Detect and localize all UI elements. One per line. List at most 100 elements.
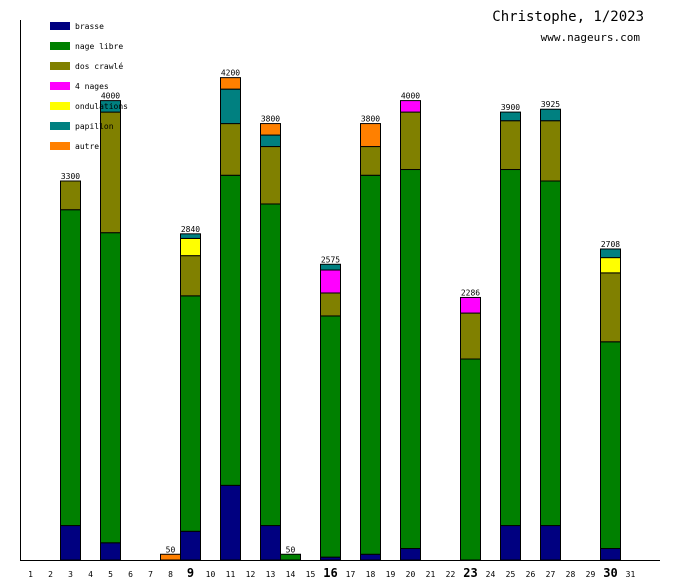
bar-segment-nage-libre-day-3 [60, 209, 81, 527]
x-tick-label-day-17: 17 [346, 570, 356, 579]
x-tick-label-day-30: 30 [603, 566, 617, 580]
x-tick-label-day-5: 5 [108, 570, 113, 579]
bar-segment-brasse-day-9 [180, 530, 201, 561]
legend-swatch [50, 142, 70, 150]
bar-segment-nage-libre-day-11 [220, 174, 241, 486]
bar-segment-brasse-day-20 [400, 548, 421, 561]
legend-swatch [50, 62, 70, 70]
bar-segment-papillon-day-9 [180, 233, 201, 239]
site-link[interactable]: www.nageurs.com [540, 31, 640, 44]
total-label-day-5: 4000 [101, 92, 120, 101]
bar-segment-autre-day-18 [360, 123, 381, 148]
bar-segment-papillon-day-30 [600, 248, 621, 259]
x-tick-label-day-26: 26 [526, 570, 536, 579]
bar-segment-dos-crawle-day-30 [600, 272, 621, 343]
x-tick-label-day-20: 20 [406, 570, 416, 579]
x-tick-label-day-18: 18 [366, 570, 376, 579]
legend-item-dos-crawle: dos crawlé [50, 56, 128, 76]
bar-segment-dos-crawle-day-11 [220, 123, 241, 176]
legend-swatch [50, 102, 70, 110]
total-labels-group: 3300 4000 50 2840 4200 3800 50 2575 3800 4000 2286… [61, 69, 620, 555]
total-label-day-25: 3900 [501, 103, 520, 112]
total-label-day-9: 2840 [181, 225, 200, 234]
bar-segment-brasse-day-11 [220, 484, 241, 561]
bar-segment-papillon-day-25 [500, 111, 521, 122]
total-label-day-13: 3800 [261, 115, 280, 124]
bar-segment-dos-crawle-day-9 [180, 255, 201, 297]
legend-label: dos crawlé [75, 61, 124, 71]
x-tick-label-day-2: 2 [48, 570, 53, 579]
x-tick-label-day-16: 16 [323, 566, 337, 580]
legend-swatch [50, 22, 70, 30]
legend-label: autre [75, 141, 100, 151]
bar-segment-nage-libre-day-18 [360, 174, 381, 555]
x-tick-label-day-23: 23 [463, 566, 477, 580]
bar-segment-dos-crawle-day-27 [540, 120, 561, 182]
bar-segment-nage-libre-day-5 [100, 232, 121, 544]
bar-segment-nage-libre-day-13 [260, 203, 281, 527]
bar-segment-papillon-day-27 [540, 108, 561, 122]
legend-item-ondulations: ondulations [50, 96, 128, 116]
bar-segment-papillon-day-13 [260, 134, 281, 148]
total-label-day-11: 4200 [221, 69, 240, 78]
bar-segment-nage-libre-day-27 [540, 180, 561, 527]
legend-item-nage-libre: nage libre [50, 36, 128, 56]
legend-label: papillon [75, 121, 114, 131]
x-tick-label-day-12: 12 [246, 570, 256, 579]
legend-swatch [50, 122, 70, 130]
bar-segment-ondulations-day-30 [600, 257, 621, 274]
legend-label: nage libre [75, 41, 124, 51]
x-tick-label-day-8: 8 [168, 570, 173, 579]
legend-item-4-nages: 4 nages [50, 76, 128, 96]
bar-segment-dos-crawle-day-18 [360, 146, 381, 176]
bar-segment-papillon-day-11 [220, 88, 241, 125]
x-tick-label-day-15: 15 [306, 570, 316, 579]
bar-segment-4-nages-day-16 [320, 269, 341, 294]
legend-item-brasse: brasse [50, 16, 128, 36]
legend-item-papillon: papillon [50, 116, 128, 136]
bar-segment-nage-libre-day-20 [400, 169, 421, 550]
x-tick-label-day-25: 25 [506, 570, 516, 579]
bar-segment-nage-libre-day-16 [320, 315, 341, 558]
bar-segment-ondulations-day-9 [180, 237, 201, 257]
bar-segment-nage-libre-day-30 [600, 341, 621, 550]
legend-label: brasse [75, 21, 104, 31]
x-tick-label-day-31: 31 [626, 570, 636, 579]
x-tick-label-day-13: 13 [266, 570, 276, 579]
x-tick-label-day-22: 22 [446, 570, 456, 579]
total-label-day-20: 4000 [401, 92, 420, 101]
legend-swatch [50, 82, 70, 90]
bar-segment-dos-crawle-day-3 [60, 180, 81, 211]
x-tick-label-day-10: 10 [206, 570, 216, 579]
total-label-day-14: 50 [286, 545, 296, 554]
bar-segment-autre-day-8 [160, 553, 181, 561]
total-label-day-18: 3800 [361, 115, 380, 124]
bar-segment-dos-crawle-day-13 [260, 146, 281, 205]
x-tick-labels-group: 1 2 3 4 5 6 7 8 9 10 11 12 13 14 15 16 17 18 19 20 21 22 23 24 2… [28, 566, 635, 580]
bar-segment-4-nages-day-20 [400, 100, 421, 113]
bar-segment-dos-crawle-day-23 [460, 312, 481, 360]
x-tick-label-day-4: 4 [88, 570, 93, 579]
x-tick-label-day-14: 14 [286, 570, 296, 579]
legend-swatch [50, 42, 70, 50]
legend-label: ondulations [75, 101, 128, 111]
bar-segment-brasse-day-30 [600, 548, 621, 561]
bar-segment-papillon-day-16 [320, 263, 341, 271]
bar-segment-brasse-day-18 [360, 553, 381, 561]
x-tick-label-day-6: 6 [128, 570, 133, 579]
total-label-day-27: 3925 [541, 100, 560, 109]
bar-segment-brasse-day-5 [100, 542, 121, 561]
total-label-day-8: 50 [166, 545, 176, 554]
bar-segment-nage-libre-day-25 [500, 169, 521, 527]
x-tick-label-day-9: 9 [187, 566, 194, 580]
x-tick-label-day-1: 1 [28, 570, 33, 579]
x-tick-label-day-7: 7 [148, 570, 153, 579]
total-label-day-3: 3300 [61, 172, 80, 181]
bar-segment-brasse-day-13 [260, 525, 281, 561]
x-tick-label-day-27: 27 [546, 570, 556, 579]
x-tick-label-day-11: 11 [226, 570, 236, 579]
x-tick-label-day-24: 24 [486, 570, 496, 579]
legend: brasse nage libre dos crawlé 4 nages ondulat… [50, 16, 128, 156]
total-label-day-23: 2286 [461, 288, 480, 297]
